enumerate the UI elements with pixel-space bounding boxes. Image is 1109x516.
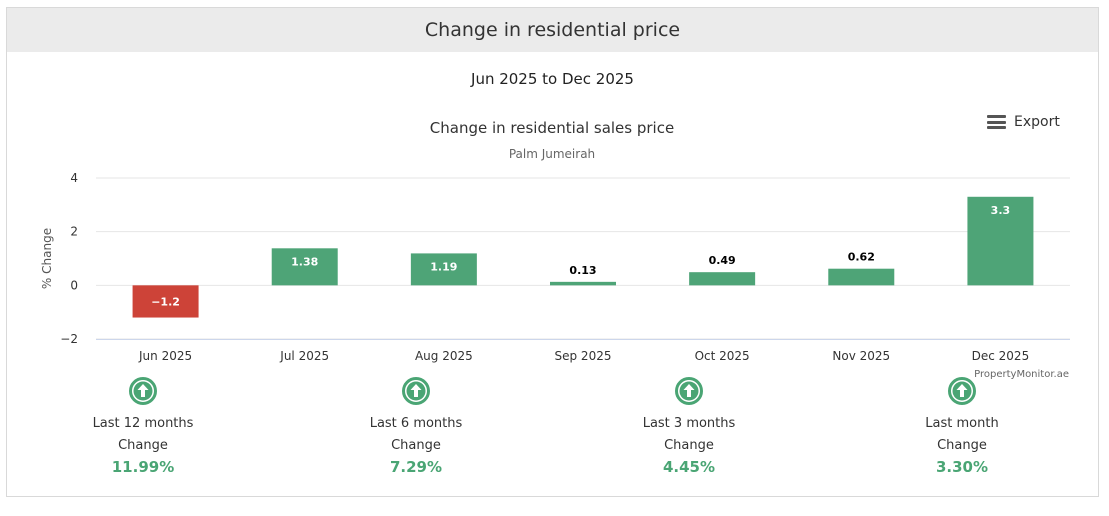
bar	[828, 268, 895, 286]
y-tick-label: 2	[70, 225, 78, 239]
chart-credit: PropertyMonitor.ae	[974, 369, 1069, 380]
bar	[967, 196, 1034, 286]
bar-chart: Change in residential sales price Palm Ju…	[40, 119, 1070, 380]
arrow-up-circle-icon	[401, 376, 431, 406]
stat-block: Last 12 months Change 11.99%	[43, 376, 243, 475]
x-tick-label: Oct 2025	[695, 349, 750, 363]
stat-period: Last 12 months	[92, 416, 194, 431]
data-label: 1.38	[291, 255, 318, 268]
menu-icon	[987, 115, 1006, 129]
x-tick-label: Nov 2025	[832, 349, 890, 363]
chart-title: Change in residential sales price	[430, 119, 674, 137]
data-label: 3.3	[991, 204, 1011, 217]
data-label: 0.62	[848, 251, 875, 264]
stat-value: 4.45%	[662, 458, 716, 476]
data-label: 0.49	[709, 254, 736, 267]
y-tick-label: −2	[60, 332, 78, 346]
x-tick-label: Jun 2025	[138, 349, 192, 363]
data-label: 0.13	[569, 264, 596, 277]
bar	[132, 285, 199, 318]
stat-period: Last month	[925, 416, 999, 431]
arrow-up-circle-icon	[128, 376, 158, 406]
y-axis-title: % Change	[40, 228, 54, 289]
bar	[689, 272, 756, 286]
bar	[550, 281, 616, 286]
x-tick-label: Dec 2025	[972, 349, 1030, 363]
stat-period: Last 3 months	[642, 416, 736, 431]
stat-label: Change	[664, 438, 714, 453]
stat-block: Last 3 months Change 4.45%	[589, 376, 789, 475]
data-label: −1.2	[151, 295, 180, 308]
stat-value: 3.30%	[935, 458, 989, 476]
data-label: 1.19	[430, 260, 457, 273]
bar	[410, 253, 477, 286]
stat-period: Last 6 months	[369, 416, 463, 431]
chart-subtitle: Palm Jumeirah	[509, 147, 595, 161]
stat-label: Change	[937, 438, 987, 453]
arrow-up-circle-icon	[674, 376, 704, 406]
bar	[271, 248, 338, 286]
date-range: Jun 2025 to Dec 2025	[471, 70, 634, 88]
x-tick-label: Sep 2025	[555, 349, 612, 363]
stat-block: Last 6 months Change 7.29%	[316, 376, 516, 475]
stat-block: Last month Change 3.30%	[862, 376, 1062, 475]
stat-value: 7.29%	[389, 458, 443, 476]
arrow-up-circle-icon	[947, 376, 977, 406]
y-tick-label: 4	[70, 171, 78, 185]
stat-value: 11.99%	[111, 458, 175, 476]
export-button[interactable]: Export	[987, 114, 1060, 130]
x-tick-label: Aug 2025	[415, 349, 473, 363]
stat-label: Change	[118, 438, 168, 453]
stat-label: Change	[391, 438, 441, 453]
y-tick-label: 0	[70, 278, 78, 292]
x-tick-label: Jul 2025	[279, 349, 329, 363]
chart-card: Change in residential price Jun 2025 to …	[6, 7, 1099, 497]
card-title: Change in residential price	[7, 8, 1098, 52]
export-label: Export	[1014, 114, 1060, 130]
